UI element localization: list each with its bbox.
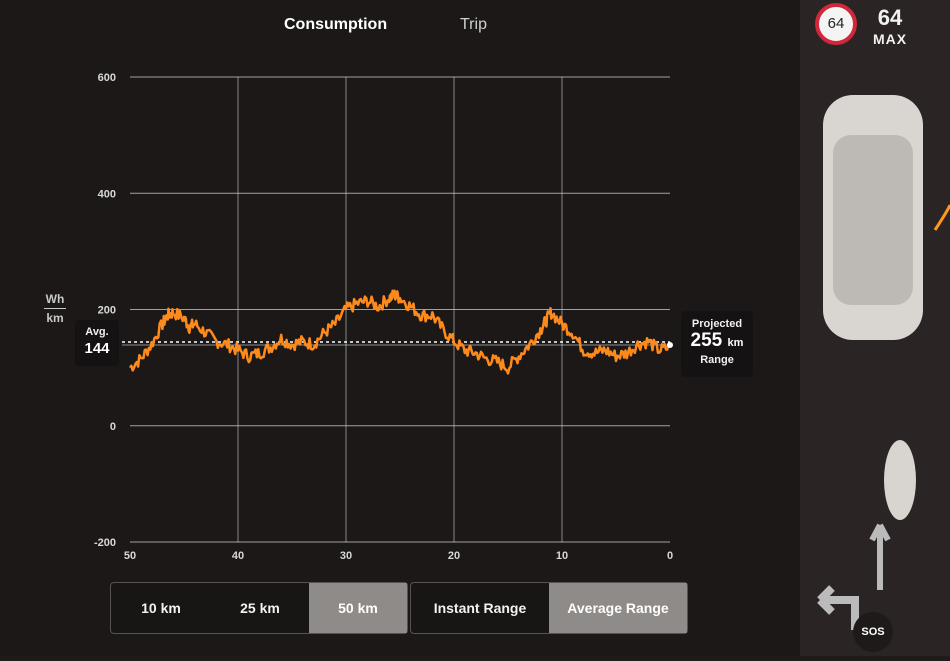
consumption-chart: 600 400 200 0 -200 50 40 30 20 10 0 [94,72,673,562]
lane-marker [933,204,950,231]
sos-button[interactable]: SOS [853,612,893,652]
max-speed: 64 MAX [868,5,912,47]
projected-sublabel: Range [700,354,734,366]
y-tick-label: 200 [98,305,116,317]
projected-unit: km [727,337,744,349]
current-position-marker [667,342,673,349]
tab-trip[interactable]: Trip [460,16,487,33]
distance-25km-button[interactable]: 25 km [240,600,280,616]
tab-consumption[interactable]: Consumption [284,16,388,33]
max-speed-label: MAX [872,31,908,47]
unit-bottom: km [46,311,64,325]
arrow-up-icon [869,523,891,590]
average-value: 144 [84,340,110,357]
speed-limit-sign: 64 [815,3,857,45]
driving-visualization [800,0,950,656]
car-roof [833,135,913,305]
x-tick-label: 30 [340,550,352,562]
y-tick-label: -200 [94,537,116,549]
y-tick-label: 600 [98,72,116,84]
unit-label: Wh km [40,292,70,325]
average-label: Avg. [85,326,109,338]
motorcycle-icon [884,440,916,520]
x-tick-label: 20 [448,550,460,562]
x-tick-label: 0 [667,550,673,562]
x-tick-label: 50 [124,550,136,562]
range-mode-selector: Instant Range Average Range [410,582,688,634]
y-tick-label: 400 [98,188,116,200]
x-tick-label: 10 [556,550,568,562]
arrow-left-icon [817,585,859,630]
average-range-button[interactable]: Average Range [549,583,687,633]
unit-top: Wh [45,292,65,306]
average-badge: Avg. 144 [75,320,119,366]
distance-10km-button[interactable]: 10 km [141,600,181,616]
unit-divider [44,308,66,309]
instant-range-button[interactable]: Instant Range [433,600,527,616]
max-speed-value: 64 [877,5,903,30]
projected-label: Projected [691,318,743,330]
distance-selector: 10 km 25 km 50 km [110,582,408,634]
y-tick-label: 0 [110,421,116,433]
projected-value: 255 [690,330,723,351]
distance-50km-button[interactable]: 50 km [309,583,407,633]
projected-range-badge: Projected 255 km Range [681,311,753,377]
car-visualization [817,95,950,630]
x-tick-label: 40 [232,550,244,562]
consumption-panel [0,0,800,656]
consumption-series-line [128,289,672,375]
